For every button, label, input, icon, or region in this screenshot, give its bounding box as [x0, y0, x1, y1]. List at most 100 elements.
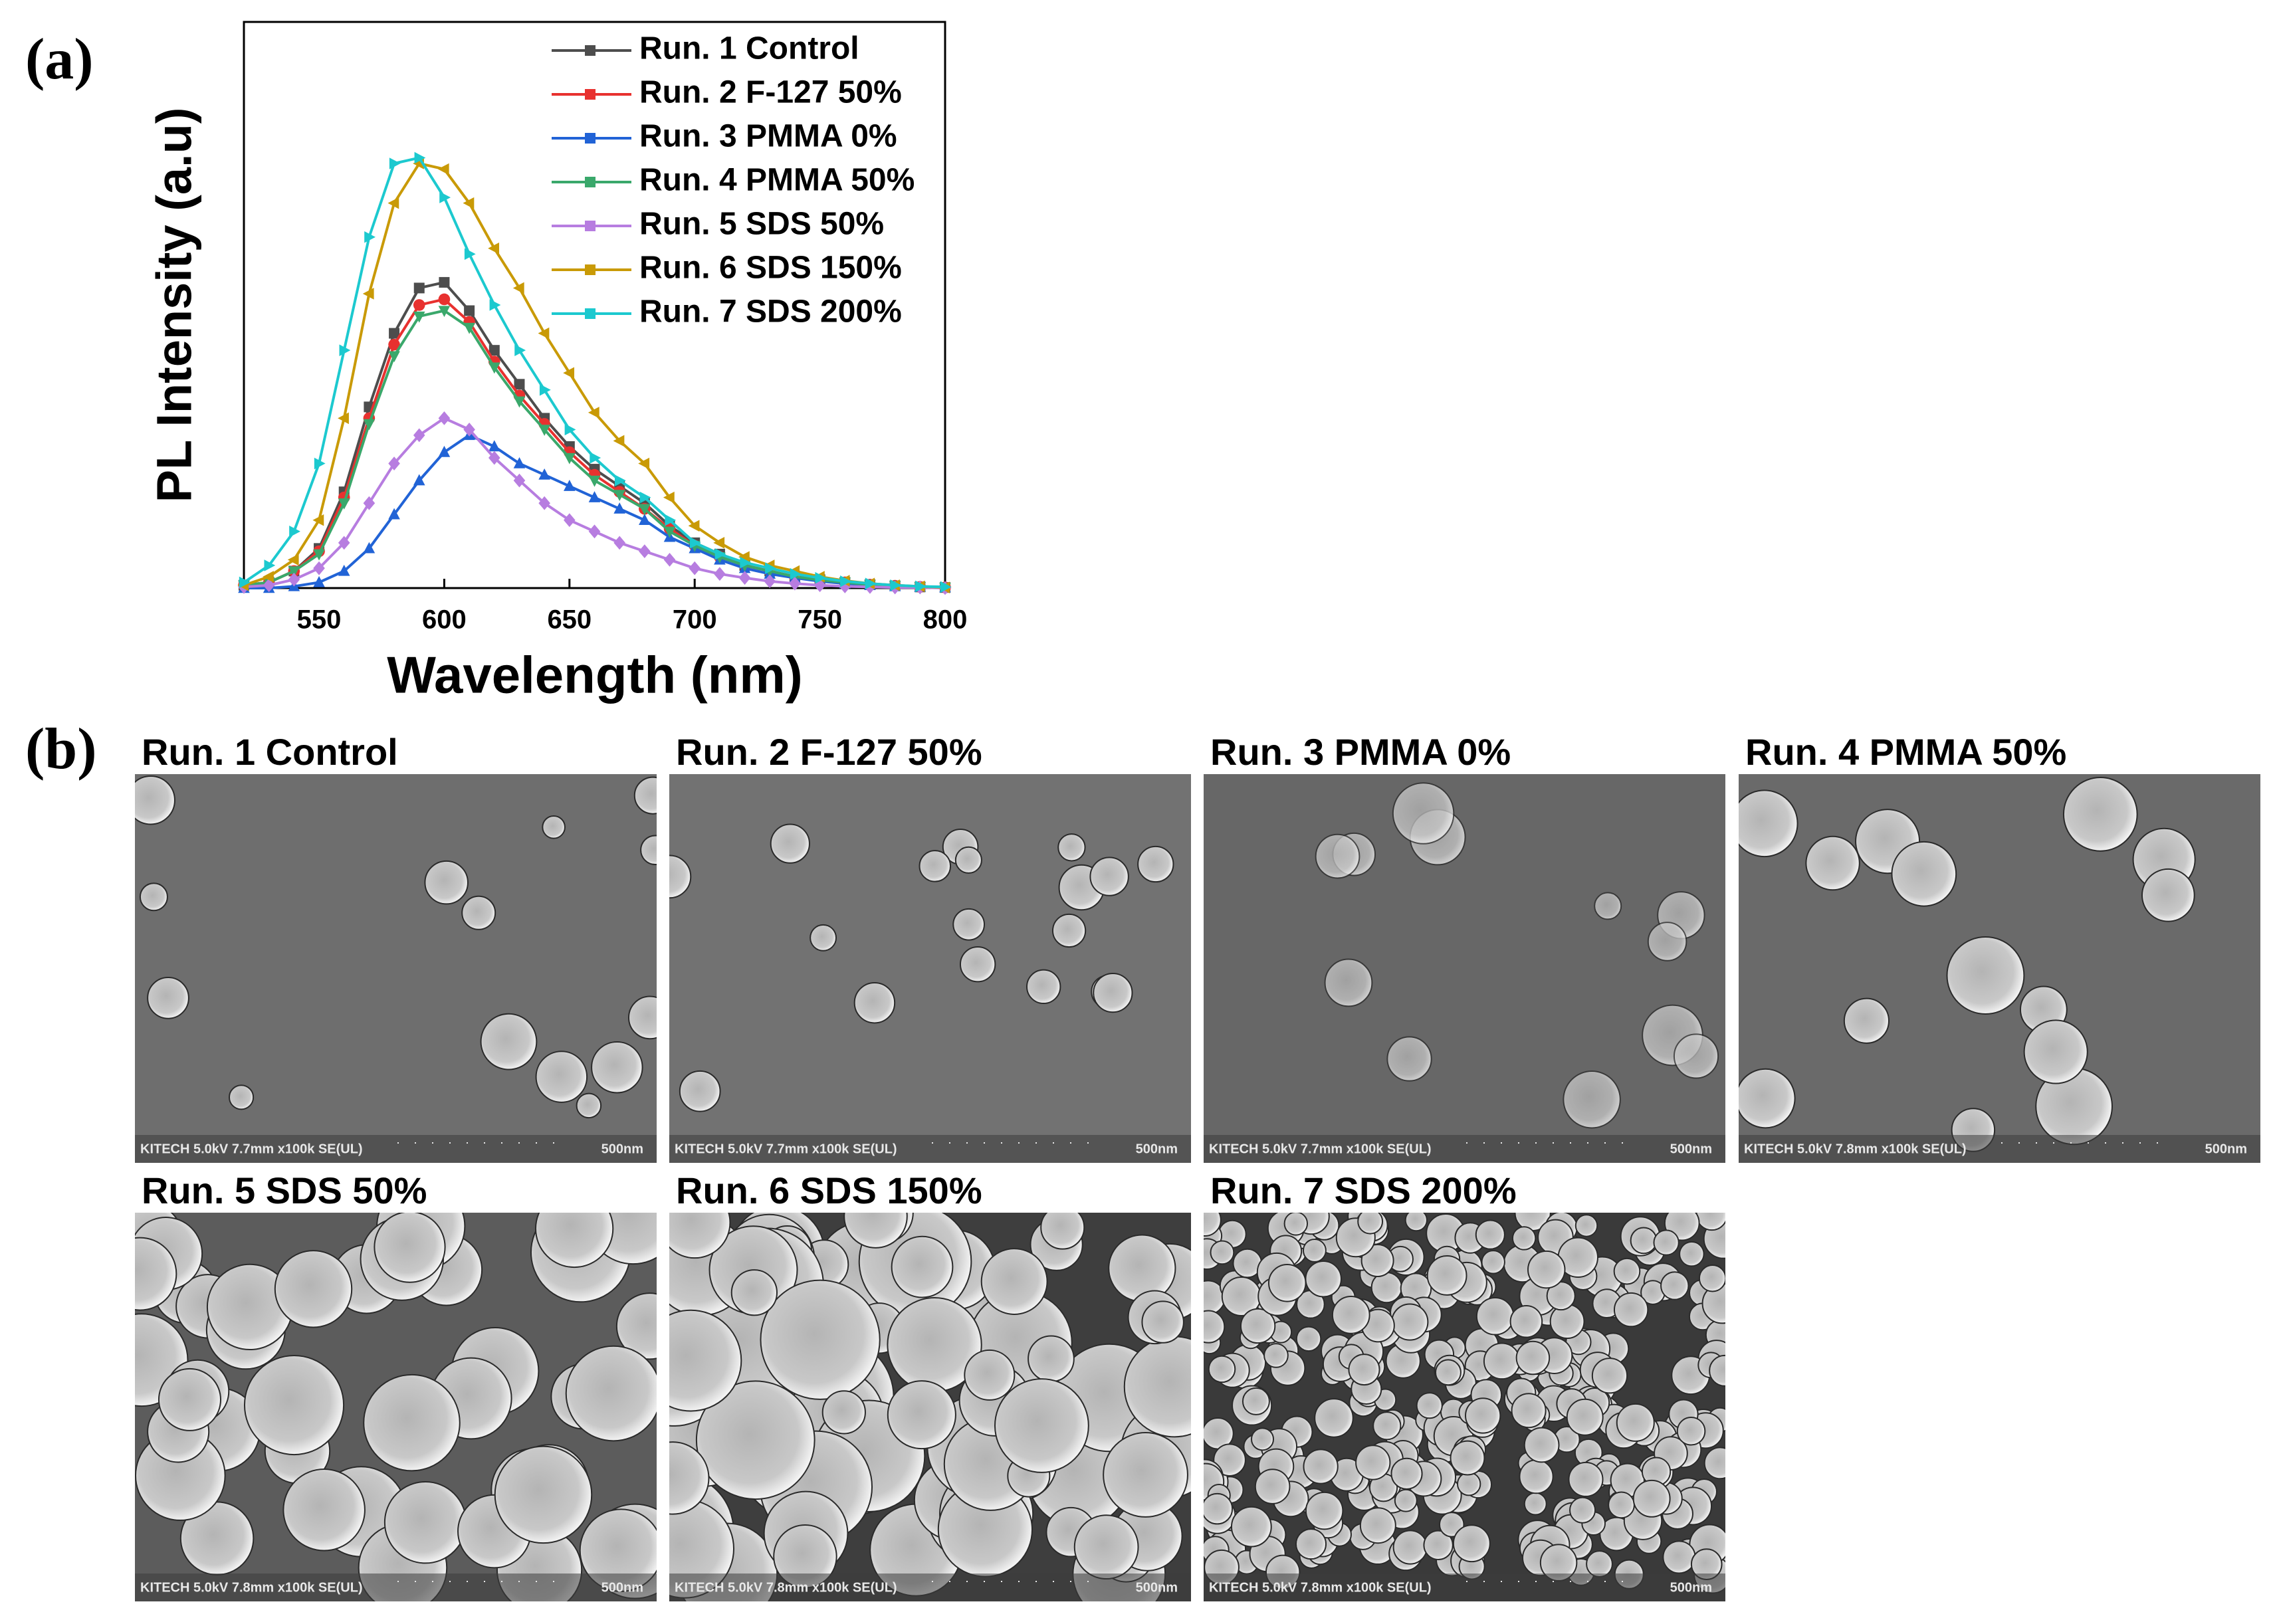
marker — [538, 327, 550, 340]
marker — [312, 514, 324, 526]
particle — [282, 1469, 366, 1552]
particle — [1673, 1033, 1719, 1079]
particle — [424, 860, 469, 905]
marker — [363, 419, 376, 431]
particle — [1568, 1461, 1604, 1497]
particle — [1709, 1354, 1725, 1387]
particle — [1386, 1036, 1432, 1082]
particle — [1089, 857, 1129, 896]
particle — [565, 1345, 657, 1442]
marker — [287, 554, 299, 566]
sem-image: KITECH 5.0kV 7.8mm x100k SE(UL) 500nm — [669, 1213, 1191, 1601]
particle — [1452, 1524, 1491, 1563]
marker — [414, 152, 426, 164]
particle — [1475, 1219, 1505, 1250]
particle — [1519, 1459, 1554, 1494]
marker — [513, 457, 526, 468]
sem-image: KITECH 5.0kV 7.8mm x100k SE(UL) 500nm — [1204, 1213, 1725, 1601]
legend-label: Run. 1 Control — [639, 31, 859, 66]
particle — [1303, 1449, 1339, 1484]
sem-scale-text: 500nm — [1136, 1142, 1178, 1156]
marker — [714, 548, 726, 560]
sem-footer-text: KITECH 5.0kV 7.7mm x100k SE(UL) — [140, 1142, 363, 1156]
sem-image: KITECH 5.0kV 7.8mm x100k SE(UL) 500nm — [135, 1213, 657, 1601]
sem-footer — [669, 1573, 1191, 1601]
particle — [1698, 1264, 1725, 1292]
legend-label: Run. 2 F-127 50% — [639, 75, 902, 110]
marker — [639, 491, 651, 504]
plot-frame — [243, 21, 946, 589]
marker — [463, 423, 475, 437]
marker — [388, 457, 400, 470]
marker — [438, 306, 451, 318]
particle — [1423, 1530, 1454, 1560]
particle — [1509, 1304, 1543, 1338]
particle — [1416, 1392, 1443, 1419]
particle — [1613, 1257, 1641, 1285]
particle — [2062, 777, 2138, 852]
particle — [1435, 1359, 1462, 1386]
particle — [542, 815, 566, 839]
particle — [1073, 1514, 1139, 1580]
marker — [940, 581, 952, 593]
particle — [810, 924, 837, 952]
marker — [740, 556, 752, 569]
sem-footer-text: KITECH 5.0kV 7.8mm x100k SE(UL) — [140, 1580, 363, 1595]
sem-image: KITECH 5.0kV 7.7mm x100k SE(UL) 500nm — [669, 774, 1191, 1163]
marker — [614, 474, 626, 486]
particle — [1040, 1213, 1085, 1250]
particle — [1632, 1479, 1671, 1518]
particle — [135, 1237, 177, 1311]
legend-label: Run. 7 SDS 200% — [639, 294, 902, 330]
particle — [1616, 1403, 1655, 1442]
marker — [738, 551, 750, 563]
marker — [588, 407, 599, 419]
marker — [663, 553, 676, 567]
sem-footer-text: KITECH 5.0kV 7.7mm x100k SE(UL) — [675, 1142, 897, 1156]
marker — [239, 576, 251, 589]
legend-swatch — [585, 89, 596, 100]
sem-image: KITECH 5.0kV 7.8mm x100k SE(UL) 500nm — [1739, 774, 2260, 1163]
particle — [274, 1250, 353, 1328]
particle — [494, 1445, 593, 1544]
marker — [488, 451, 500, 465]
image-title: Run. 6 SDS 150% — [676, 1169, 982, 1211]
marker — [313, 575, 325, 587]
marker — [489, 299, 501, 311]
legend-swatch — [585, 133, 596, 144]
marker — [363, 496, 376, 510]
marker — [388, 351, 400, 363]
particle — [1295, 1528, 1327, 1560]
particle — [1204, 1310, 1226, 1344]
sem-footer — [1739, 1135, 2260, 1163]
marker — [464, 305, 475, 316]
particle — [1594, 892, 1622, 920]
particle — [1305, 1260, 1342, 1298]
marker — [388, 338, 400, 351]
marker — [288, 572, 300, 587]
legend-label: Run. 3 PMMA 0% — [639, 119, 897, 154]
particle — [980, 1248, 1048, 1315]
marker — [765, 562, 776, 574]
particle — [1523, 1492, 1547, 1516]
particle — [1108, 1234, 1176, 1302]
particle — [959, 946, 996, 983]
particle — [1511, 1226, 1537, 1251]
particle — [1679, 1241, 1705, 1267]
particle — [679, 1070, 721, 1112]
particle — [1360, 1244, 1394, 1278]
marker — [288, 566, 300, 578]
particle — [964, 1349, 1016, 1401]
particle — [695, 1380, 815, 1500]
marker — [488, 345, 500, 356]
marker — [638, 457, 650, 470]
particle — [1324, 958, 1373, 1007]
marker — [514, 344, 526, 356]
particle — [1566, 1398, 1604, 1436]
sem-scale-text: 500nm — [1136, 1580, 1178, 1595]
marker — [588, 491, 601, 502]
image-title: Run. 2 F-127 50% — [676, 731, 982, 773]
particle — [1331, 1296, 1370, 1334]
particle — [628, 995, 657, 1040]
marker — [338, 564, 350, 576]
